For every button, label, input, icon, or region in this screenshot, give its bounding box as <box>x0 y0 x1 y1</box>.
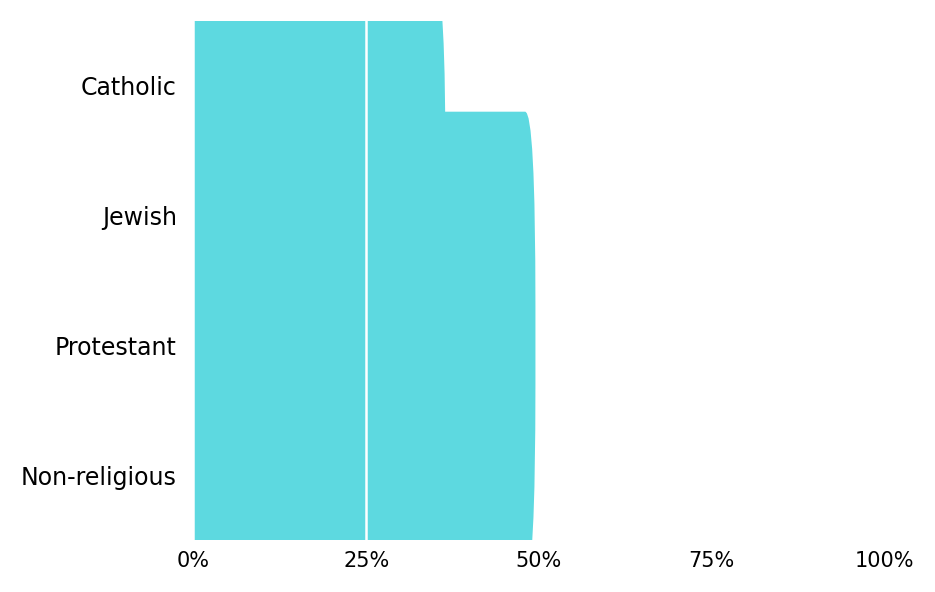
FancyBboxPatch shape <box>194 0 397 320</box>
FancyBboxPatch shape <box>194 0 446 449</box>
FancyBboxPatch shape <box>194 112 536 579</box>
FancyBboxPatch shape <box>194 242 528 592</box>
